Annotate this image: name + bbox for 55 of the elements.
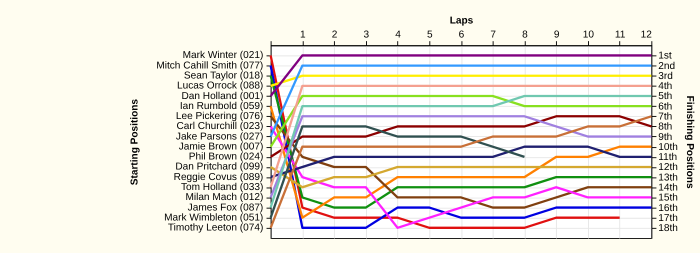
y-tick-label: 13th [658, 172, 678, 184]
y-tick-label: 5th [658, 91, 672, 102]
text: Dan Holland (001) [182, 90, 264, 102]
text: Milan Mach (012) [185, 192, 264, 204]
text: Ian Rumbold (059) [180, 100, 264, 112]
y-tick-label: 17th [658, 212, 678, 224]
text: Mark Wimbleton (051) [164, 212, 264, 224]
x-axis-title: Laps [450, 16, 474, 27]
y-tick-label: 16th [658, 202, 678, 214]
y-tick-label: 1st [658, 50, 672, 62]
y-tick-label: 7th [658, 112, 672, 122]
y-tick-label: 6th [658, 101, 672, 112]
x-tick-label: 9 [554, 30, 560, 41]
x-tick-label: 2 [332, 30, 338, 41]
text: Reggie Covus (089) [174, 172, 264, 183]
y-tick-label: 2nd [658, 60, 676, 72]
y-tick-label: 10th [658, 142, 678, 153]
text: Phil Brown (024) [188, 152, 264, 163]
x-tick-label: 7 [490, 30, 496, 41]
line-series [269, 105, 653, 219]
x-tick-label: 8 [522, 30, 528, 41]
text: Carl Churchill (023) [176, 121, 264, 132]
text: Tom Holland (033) [180, 182, 264, 194]
x-tick-label: 11 [614, 30, 626, 41]
x-tick-label: 6 [458, 30, 465, 41]
y-tick-label: 3rd [658, 70, 673, 82]
text: Mark Winter (021) [182, 50, 264, 62]
text: James Fox (087) [188, 202, 264, 214]
x-tick-label: 3 [363, 30, 370, 41]
line-series [269, 125, 526, 219]
y-tick-label: 14th [658, 182, 678, 194]
text: Jamie Brown (007) [178, 141, 264, 152]
x-tick-label: 5 [426, 30, 433, 41]
text: Jake Parsons (027) [176, 131, 264, 142]
text: Sean Taylor (018) [184, 70, 264, 82]
x-tick-label: 12 [640, 30, 652, 41]
text: Timothy Leeton (074) [168, 222, 264, 234]
line-series [269, 115, 653, 158]
y-tick-label: 15th [658, 192, 678, 204]
text: Mitch Cahill Smith (077) [156, 60, 264, 72]
y-tick-label: 8th [658, 122, 672, 133]
text: Lee Pickering (076) [176, 111, 264, 122]
y-tick-label: 18th [658, 223, 678, 234]
text: Starting Positions [130, 98, 141, 186]
line-series [269, 146, 653, 178]
y-tick-label: 9th [658, 132, 672, 143]
y-tick-label: 12th [658, 162, 678, 174]
x-tick-label: 1 [300, 30, 306, 41]
y-tick-label: 4th [658, 81, 672, 92]
y-tick-label: 11th [658, 152, 678, 164]
x-tick-label: 4 [395, 30, 402, 41]
text: Lucas Orrock (088) [177, 80, 264, 92]
y-axis-title: Finishing Positions [684, 96, 696, 189]
text: Dan Pritchard (099) [175, 162, 264, 173]
x-tick-label: 10 [582, 30, 594, 41]
